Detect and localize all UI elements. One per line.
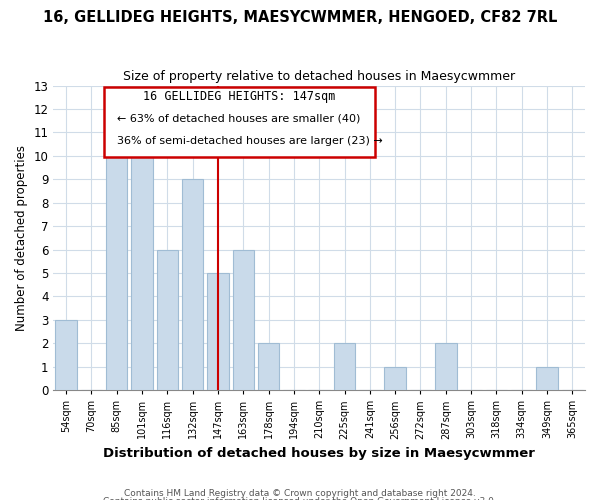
Bar xyxy=(385,366,406,390)
X-axis label: Distribution of detached houses by size in Maesycwmmer: Distribution of detached houses by size … xyxy=(103,447,535,460)
Y-axis label: Number of detached properties: Number of detached properties xyxy=(15,145,28,331)
Text: 16, GELLIDEG HEIGHTS, MAESYCWMMER, HENGOED, CF82 7RL: 16, GELLIDEG HEIGHTS, MAESYCWMMER, HENGO… xyxy=(43,10,557,25)
FancyBboxPatch shape xyxy=(104,87,375,157)
Title: Size of property relative to detached houses in Maesycwmmer: Size of property relative to detached ho… xyxy=(123,70,515,83)
Bar xyxy=(258,344,280,390)
Text: Contains public sector information licensed under the Open Government Licence v3: Contains public sector information licen… xyxy=(103,497,497,500)
Bar xyxy=(55,320,77,390)
Text: Contains HM Land Registry data © Crown copyright and database right 2024.: Contains HM Land Registry data © Crown c… xyxy=(124,488,476,498)
Bar xyxy=(233,250,254,390)
Bar xyxy=(131,132,153,390)
Bar xyxy=(207,273,229,390)
Bar xyxy=(334,344,355,390)
Bar xyxy=(106,156,127,390)
Text: ← 63% of detached houses are smaller (40): ← 63% of detached houses are smaller (40… xyxy=(117,114,361,124)
Bar xyxy=(435,344,457,390)
Text: 16 GELLIDEG HEIGHTS: 147sqm: 16 GELLIDEG HEIGHTS: 147sqm xyxy=(143,90,335,103)
Text: 36% of semi-detached houses are larger (23) →: 36% of semi-detached houses are larger (… xyxy=(117,136,383,146)
Bar xyxy=(536,366,558,390)
Bar xyxy=(182,180,203,390)
Bar xyxy=(157,250,178,390)
